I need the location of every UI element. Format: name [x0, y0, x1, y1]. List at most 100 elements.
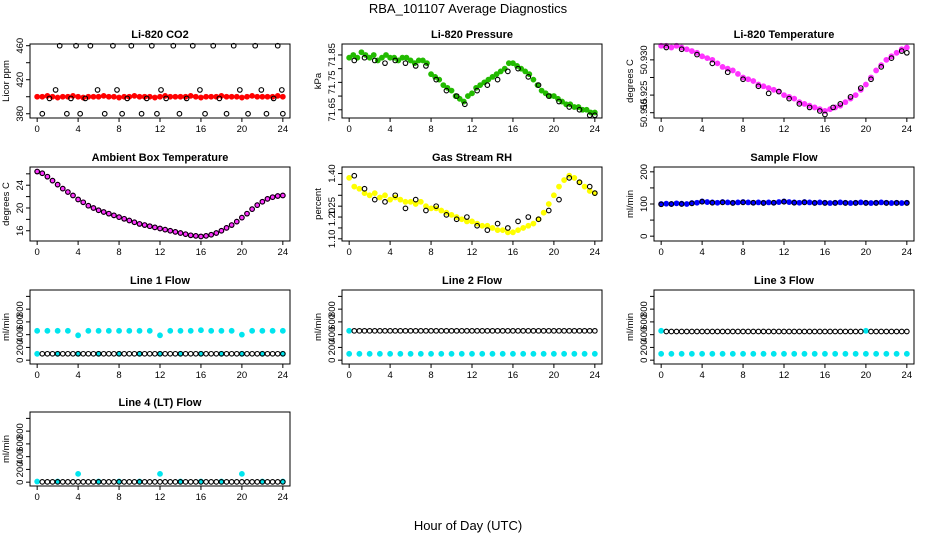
data-point [699, 53, 706, 60]
data-point [228, 93, 235, 100]
data-point [34, 93, 41, 100]
data-point [203, 479, 209, 485]
data-point [90, 350, 97, 357]
data-point [371, 196, 378, 203]
data-point [740, 328, 746, 335]
y-axis-label: degrees C [1, 182, 12, 226]
x-tick-label: 4 [699, 370, 704, 381]
y-tick-label: 800 [639, 301, 650, 317]
data-point [556, 196, 562, 203]
data-point [571, 174, 578, 181]
data-point [878, 328, 885, 335]
data-point [750, 199, 757, 206]
x-tick-label: 4 [699, 247, 704, 258]
data-point [745, 199, 752, 206]
data-point [245, 110, 251, 117]
data-point [571, 327, 578, 334]
data-point [566, 175, 573, 181]
data-point [862, 327, 869, 334]
x-tick-label: 20 [861, 247, 872, 258]
data-point [683, 46, 690, 53]
data-point [54, 327, 61, 334]
data-point [689, 328, 695, 335]
data-point [412, 63, 419, 69]
data-point [264, 93, 271, 100]
data-point [141, 222, 148, 228]
data-point [668, 328, 675, 335]
data-point [538, 87, 545, 94]
data-point [269, 479, 276, 485]
y-tick-label: 600 [327, 314, 338, 330]
data-point [760, 200, 767, 206]
data-point [740, 76, 746, 83]
x-tick-label: 4 [387, 247, 392, 258]
data-point [501, 65, 508, 72]
data-point [755, 83, 762, 90]
data-point [356, 185, 363, 192]
x-tick-label: 20 [861, 124, 872, 135]
data-point [80, 199, 87, 206]
data-point [59, 350, 66, 357]
data-point [735, 328, 741, 335]
data-point [223, 225, 230, 231]
data-point [54, 181, 61, 188]
data-point [223, 110, 230, 117]
data-point [198, 233, 204, 240]
data-point [124, 95, 131, 102]
x-tick-label: 16 [508, 247, 519, 258]
x-tick-label: 8 [428, 124, 433, 135]
data-point [776, 88, 782, 95]
data-point [428, 327, 434, 334]
data-point [187, 350, 194, 357]
y-tick-label: 1.40 [327, 164, 338, 183]
data-point [110, 42, 116, 49]
x-tick-label: 12 [467, 370, 478, 381]
data-point [525, 214, 532, 220]
subplot-title: Sample Flow [750, 152, 818, 164]
data-point [279, 110, 286, 117]
data-point [760, 83, 767, 90]
y-tick-label: 800 [15, 301, 26, 317]
data-point [387, 196, 394, 203]
subplot-title: Gas Stream RH [432, 152, 512, 164]
data-point [857, 85, 864, 91]
x-tick-label: 12 [779, 247, 790, 258]
data-point [770, 328, 777, 335]
data-point [397, 196, 404, 203]
x-tick-label: 24 [278, 370, 289, 381]
data-point [172, 479, 179, 485]
data-point [873, 200, 879, 206]
data-point [187, 232, 194, 239]
data-point [878, 199, 885, 206]
data-point [504, 225, 511, 231]
data-point [121, 215, 128, 222]
data-point [806, 328, 813, 335]
data-point [202, 110, 208, 117]
data-point [187, 479, 194, 485]
data-point [678, 201, 685, 207]
data-point [545, 207, 552, 214]
data-point [119, 110, 125, 117]
data-point [438, 207, 445, 214]
data-point [586, 183, 593, 190]
data-point [842, 200, 849, 206]
data-point [791, 328, 798, 335]
data-point [383, 52, 389, 58]
y-tick-label: 71.85 [327, 43, 338, 67]
y-tick-label: 0 [327, 358, 338, 363]
data-point [561, 177, 568, 183]
data-point [903, 350, 910, 357]
data-point [704, 199, 711, 205]
data-point [208, 479, 215, 485]
data-point [152, 224, 158, 231]
data-point [111, 93, 117, 100]
data-point [755, 199, 762, 206]
data-point [745, 76, 752, 83]
data-point [269, 350, 276, 357]
data-point [760, 328, 767, 335]
data-point [443, 212, 450, 218]
x-tick-label: 4 [75, 247, 80, 258]
y-tick-label: 50.915 [639, 98, 650, 127]
y-tick-label: 380 [15, 106, 26, 122]
data-point [786, 328, 792, 335]
